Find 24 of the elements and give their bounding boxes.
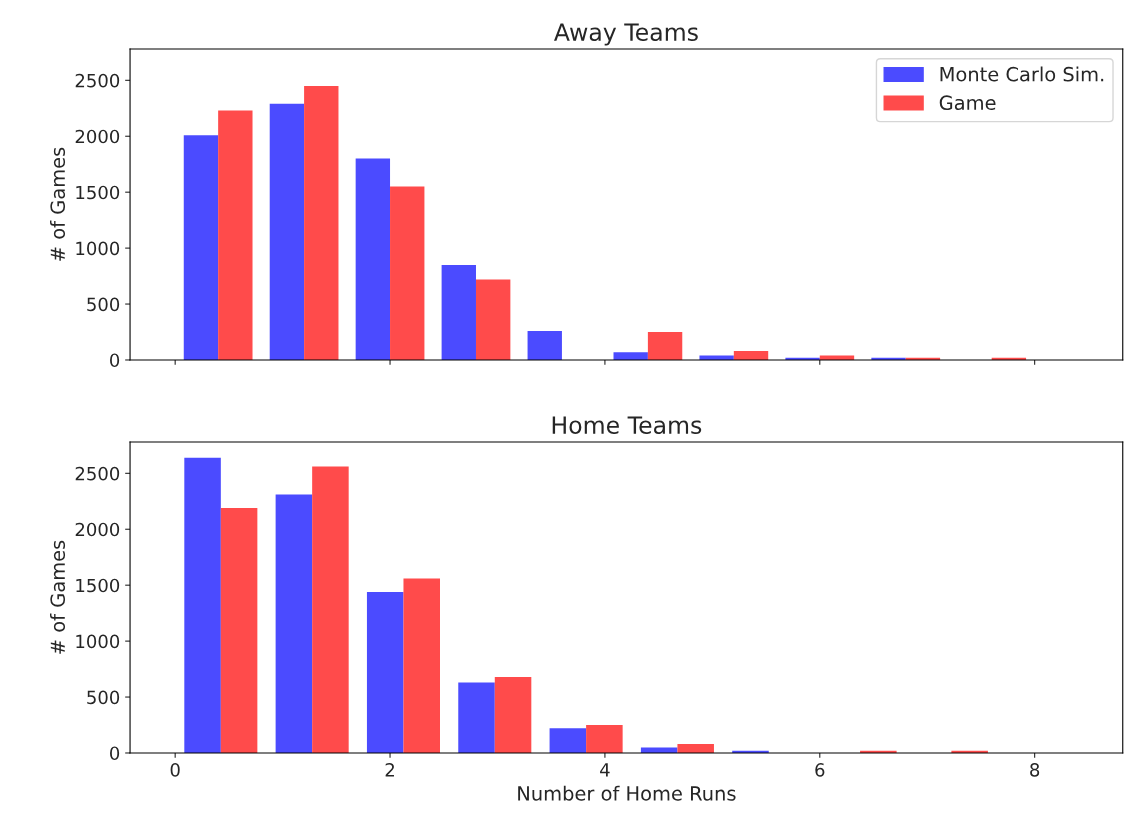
x-tick-label: 2 xyxy=(385,763,394,777)
x-tick-label: 8 xyxy=(1030,763,1040,777)
y-tick-label: 0 xyxy=(110,746,120,761)
y-tick-label: 1500 xyxy=(76,185,120,200)
x-axis-title: Number of Home Runs xyxy=(518,785,736,801)
y-axis-title: # of Games xyxy=(50,147,66,261)
y-tick-label: 500 xyxy=(87,690,120,705)
y-tick-label: 2500 xyxy=(75,73,120,88)
y-tick-label: 2000 xyxy=(75,129,120,144)
y-tick-label: 2000 xyxy=(75,522,120,537)
y-tick-label: 1000 xyxy=(76,634,120,649)
y-tick-label: 2500 xyxy=(75,466,120,481)
x-tick-label: 0 xyxy=(170,763,180,777)
chart-title: Home Teams xyxy=(552,416,702,434)
y-tick-label: 0 xyxy=(110,353,120,368)
x-tick-label: 6 xyxy=(815,763,825,777)
y-tick-label: 1000 xyxy=(76,241,120,256)
y-axis-title: # of Games xyxy=(50,540,66,654)
chart-title: Away Teams xyxy=(554,23,698,46)
y-tick-label: 1500 xyxy=(76,578,120,593)
x-tick-label: 4 xyxy=(600,763,610,777)
legend-label: Monte Carlo Sim. xyxy=(940,66,1104,82)
legend-label: Game xyxy=(939,95,996,111)
y-tick-label: 500 xyxy=(87,297,120,312)
